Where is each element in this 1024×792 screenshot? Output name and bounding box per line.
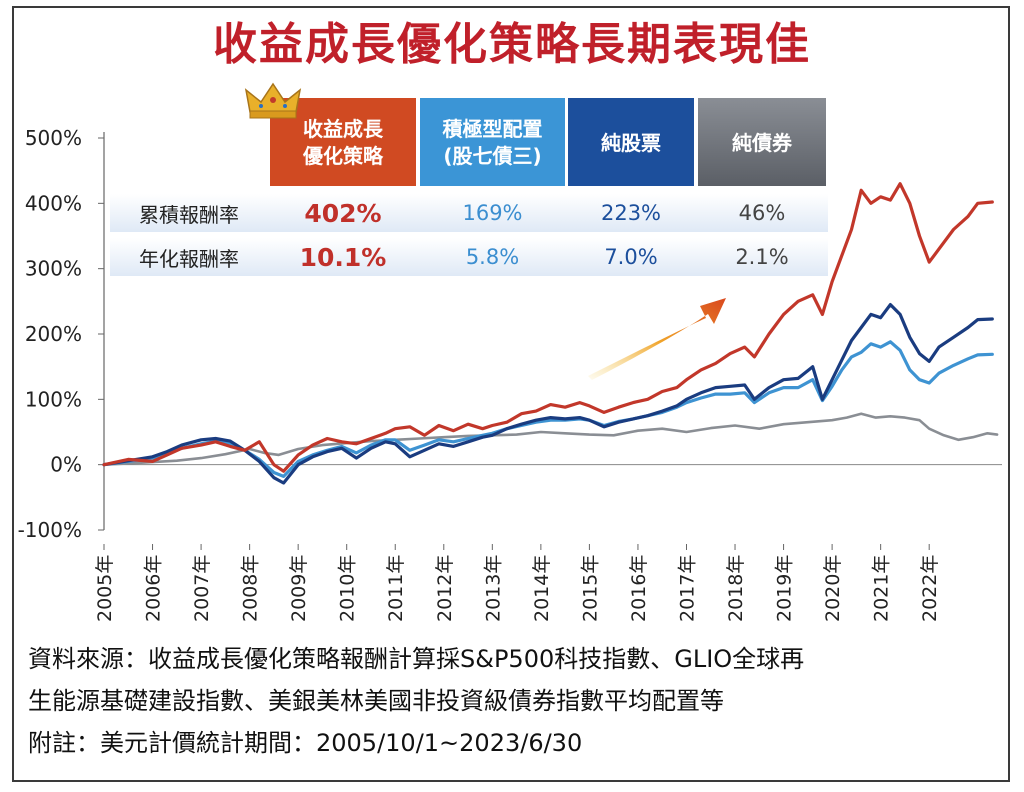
cell-annualized-equity: 7.0% xyxy=(604,245,658,269)
footnotes: 資料來源：收益成長優化策略報酬計算採S&P500科技指數、GLIO全球再 生能源… xyxy=(28,638,998,764)
comparison-table: 收益成長 優化策略 積極型配置 (股七債三) 純股票 純債券 累積報酬率 402… xyxy=(110,98,830,288)
row-label-annualized: 年化報酬率 xyxy=(139,246,239,271)
x-tick-label: 2016年 xyxy=(628,555,650,622)
x-tick-label: 2014年 xyxy=(531,555,553,622)
x-tick-label: 2008年 xyxy=(240,555,262,622)
cell-cumulative-bond: 46% xyxy=(738,201,786,225)
row-label-cumulative: 累積報酬率 xyxy=(139,202,239,227)
x-tick-label: 2006年 xyxy=(143,555,165,622)
series-lines xyxy=(102,182,999,485)
series-line-1 xyxy=(102,303,994,485)
y-tick-label: 300% xyxy=(25,257,82,281)
x-tick-label: 2005年 xyxy=(94,555,116,622)
note-period: 附註：美元計價統計期間：2005/10/1~2023/6/30 xyxy=(28,729,583,757)
note-source-line1: 資料來源：收益成長優化策略報酬計算採S&P500科技指數、GLIO全球再 xyxy=(28,645,805,673)
cell-annualized-growth: 10.1% xyxy=(299,242,387,272)
y-tick-label: 400% xyxy=(25,191,82,215)
x-tick-label: 2009年 xyxy=(288,555,310,622)
x-tick-label: 2007年 xyxy=(191,555,213,622)
crown-icon xyxy=(244,82,302,119)
y-tick-label: 200% xyxy=(25,322,82,346)
x-tick-label: 2018年 xyxy=(725,555,747,622)
x-tick-label: 2011年 xyxy=(385,555,407,622)
header-pure-equity: 純股票 xyxy=(568,98,694,186)
row-band-2 xyxy=(110,238,828,276)
header-pure-bond: 純債券 xyxy=(698,98,826,186)
x-tick-label: 2013年 xyxy=(482,555,504,622)
cell-annualized-bond: 2.1% xyxy=(735,245,789,269)
x-tick-label: 2019年 xyxy=(774,555,796,622)
x-tick-label: 2015年 xyxy=(579,555,601,622)
x-tick-label: 2012年 xyxy=(434,555,456,622)
cell-cumulative-aggressive: 169% xyxy=(462,201,523,225)
series-line-2 xyxy=(102,340,994,478)
header-aggressive-allocation: 積極型配置 (股七債三) xyxy=(420,98,565,186)
y-tick-label: -100% xyxy=(18,518,82,542)
x-tick-label: 2021年 xyxy=(871,555,893,622)
note-source-line2: 生能源基礎建設指數、美銀美林美國非投資級債券指數平均配置等 xyxy=(28,687,724,715)
y-axis: 500% 400% 300% 200% 100% 0% -100% xyxy=(18,126,105,542)
y-tick-label: 0% xyxy=(50,453,82,477)
row-band-1 xyxy=(110,194,828,232)
x-axis: 2005年 2006年 2007年 2008年 2009年 2010年 2011年 2012年… xyxy=(94,464,1002,622)
trend-arrow xyxy=(588,298,726,380)
chart-title: 收益成長優化策略長期表現佳 xyxy=(213,19,811,70)
y-tick-label: 100% xyxy=(25,387,82,411)
x-tick-label: 2010年 xyxy=(337,555,359,622)
cell-annualized-aggressive: 5.8% xyxy=(465,245,520,269)
series-line-0 xyxy=(102,182,994,473)
cell-cumulative-equity: 223% xyxy=(600,201,662,225)
x-tick-label: 2022年 xyxy=(919,555,941,622)
x-tick-label: 2020年 xyxy=(822,555,844,622)
x-tick-label: 2017年 xyxy=(676,555,698,622)
cell-cumulative-growth: 402% xyxy=(304,198,382,228)
y-tick-label: 500% xyxy=(25,126,82,150)
